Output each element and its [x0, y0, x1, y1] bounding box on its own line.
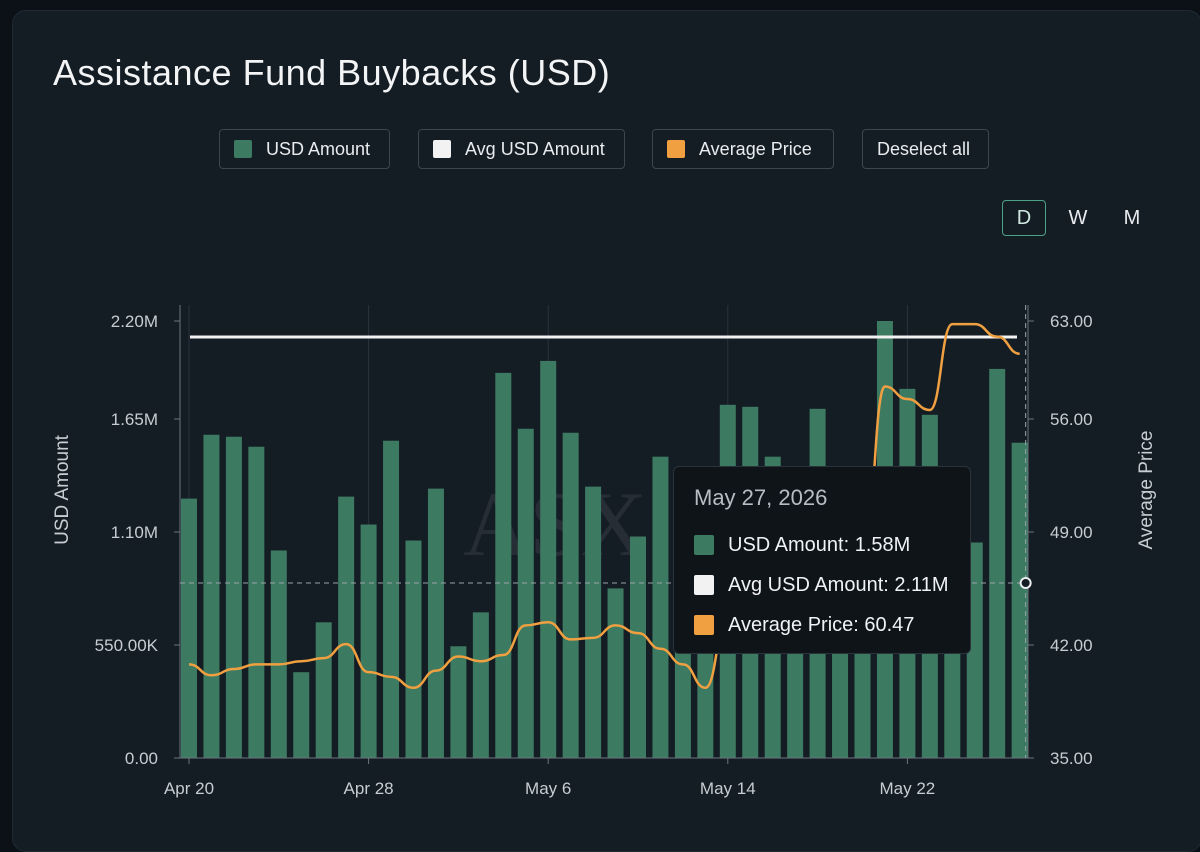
usd-amount-bar	[630, 536, 646, 758]
average-price-swatch	[667, 140, 685, 158]
y-tick-label: 0.00	[125, 749, 158, 768]
usd-amount-bar	[315, 622, 332, 758]
y2-tick-label: 56.00	[1050, 410, 1093, 429]
x-tick-label: May 14	[700, 779, 756, 798]
tooltip-usd-amount-swatch	[694, 535, 714, 555]
tooltip-avg-usd-amount-row: Avg USD Amount: 2.11M	[694, 565, 950, 605]
y2-tick-label: 35.00	[1050, 749, 1093, 768]
deselect-all-button[interactable]: Deselect all	[862, 129, 989, 169]
usd-amount-bar	[293, 672, 310, 758]
tooltip-avg-usd-amount: Avg USD Amount: 2.11M	[728, 573, 949, 596]
tooltip-average-price-swatch	[694, 615, 714, 635]
legend-average-price-button[interactable]: Average Price	[652, 129, 834, 169]
y-tick-label: 550.00K	[95, 636, 159, 655]
usd-amount-bar	[405, 540, 422, 758]
legend-usd-amount-button[interactable]: USD Amount	[219, 129, 390, 169]
period-month-button[interactable]: M	[1123, 206, 1141, 229]
usd-amount-bar	[585, 486, 602, 758]
chart-title: Assistance Fund Buybacks (USD)	[53, 52, 611, 93]
usd-amount-bar	[203, 434, 220, 758]
usd-amount-bar	[360, 524, 377, 758]
y-tick-label: 1.65M	[111, 410, 158, 429]
tooltip-avg-usd-amount-swatch	[694, 575, 714, 595]
usd-amount-bar	[540, 360, 557, 758]
usd-amount-bar	[383, 440, 400, 758]
x-tick-label: Apr 28	[344, 779, 394, 798]
average-price-line-group	[188, 322, 1020, 690]
x-tick-label: May 6	[525, 779, 571, 798]
tooltip-usd-amount-row: USD Amount: 1.58M	[694, 525, 950, 565]
usd-amount-bar	[495, 372, 512, 758]
avg-usd-amount-swatch	[433, 140, 451, 158]
chart-axes: 0.00 550.00K 1.10M 1.65M 2.20M 35.00 42.00 49.0…	[52, 305, 1157, 798]
chart-tooltip: May 27, 2026 USD Amount: 1.58M Avg USD A…	[673, 466, 971, 654]
usd-amount-bar	[225, 436, 242, 758]
legend-avg-usd-amount-button[interactable]: Avg USD Amount	[418, 129, 625, 169]
usd-amount-bar	[989, 368, 1006, 758]
crosshair-marker	[1019, 577, 1032, 589]
usd-amount-bar	[607, 588, 624, 758]
legend-usd-amount-label: USD Amount	[266, 138, 371, 159]
period-day-button[interactable]: D	[1002, 200, 1046, 236]
deselect-all-label: Deselect all	[877, 138, 971, 159]
usd-amount-bar	[338, 496, 355, 758]
y-tick-label: 2.20M	[111, 312, 158, 331]
y2-tick-label: 63.00	[1050, 312, 1093, 331]
y2-axis-title: Average Price	[1136, 431, 1157, 550]
usd-amount-bar	[181, 498, 197, 758]
period-week-button[interactable]: W	[1068, 206, 1088, 229]
usd-amount-bar	[472, 612, 489, 758]
usd-amount-bar	[450, 646, 467, 758]
usd-amount-bar	[427, 488, 444, 758]
tooltip-average-price: Average Price: 60.47	[728, 613, 915, 636]
y2-tick-label: 42.00	[1050, 636, 1093, 655]
usd-amount-bar	[270, 550, 287, 758]
tooltip-usd-amount: USD Amount: 1.58M	[728, 533, 911, 556]
usd-amount-swatch	[234, 140, 252, 158]
y2-tick-label: 49.00	[1050, 523, 1093, 542]
usd-amount-bar	[248, 446, 265, 758]
x-tick-label: Apr 20	[164, 779, 214, 798]
x-tick-label: May 22	[880, 779, 936, 798]
y-tick-label: 1.10M	[111, 523, 158, 542]
usd-amount-bar	[652, 456, 669, 758]
legend-avg-usd-amount-label: Avg USD Amount	[465, 138, 605, 159]
y-axis-title: USD Amount	[52, 434, 73, 545]
usd-amount-bar	[562, 432, 579, 758]
tooltip-average-price-row: Average Price: 60.47	[694, 605, 950, 645]
tooltip-date: May 27, 2026	[694, 485, 828, 510]
usd-amount-bar	[517, 428, 534, 758]
legend-average-price-label: Average Price	[699, 138, 812, 159]
average-price-line	[188, 322, 1020, 690]
usd-amount-bar	[1011, 442, 1028, 758]
